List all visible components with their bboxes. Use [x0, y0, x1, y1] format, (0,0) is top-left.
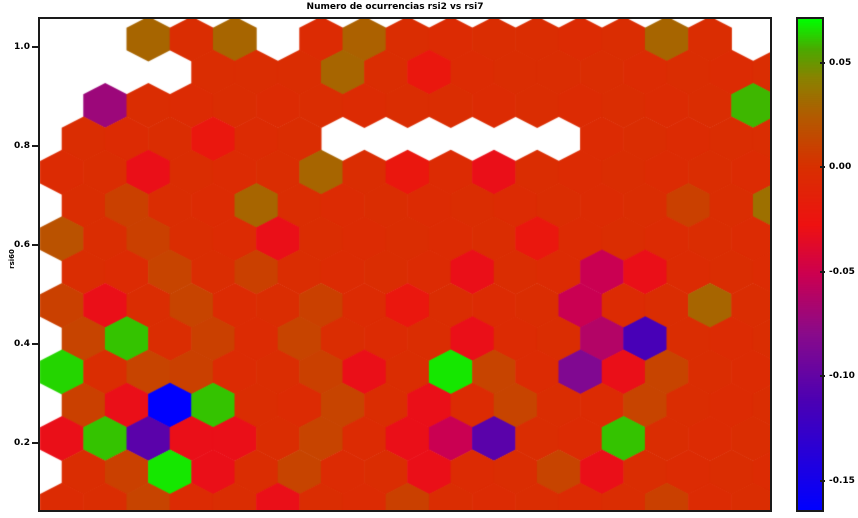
- colorbar-tick-mark: [820, 166, 825, 169]
- y-tick-mark: [32, 144, 38, 147]
- y-tick-mark: [32, 45, 38, 48]
- hexbin-plot-area[interactable]: [38, 17, 772, 512]
- chart-title: Numero de ocurrencias rsi2 vs rsi7: [306, 2, 484, 12]
- hexbin-canvas: [40, 19, 770, 510]
- y-tick-label: 1.0: [14, 41, 30, 52]
- colorbar-group: 0.05 0.00 -0.05 -0.10 -0.15: [796, 17, 858, 512]
- y-axis: rsi60 1.0 0.8 0.6 0.4 0.2: [0, 0, 38, 518]
- colorbar-tick-label: -0.15: [829, 475, 855, 486]
- y-tick-label: 0.2: [14, 437, 30, 448]
- colorbar-tick-mark: [820, 61, 825, 64]
- y-tick-mark: [32, 243, 38, 246]
- y-axis-label: rsi60: [7, 249, 16, 269]
- y-tick-label: 0.4: [14, 338, 30, 349]
- colorbar[interactable]: [796, 17, 824, 512]
- colorbar-tick-mark: [820, 375, 825, 378]
- y-tick-label: 0.6: [14, 239, 30, 250]
- colorbar-tick-label: 0.00: [829, 162, 852, 173]
- colorbar-tick-mark: [820, 270, 825, 273]
- colorbar-tick-label: 0.05: [829, 57, 852, 68]
- colorbar-tick-mark: [820, 479, 825, 482]
- colorbar-gradient: [798, 19, 822, 510]
- y-tick-mark: [32, 342, 38, 345]
- y-tick-label: 0.8: [14, 140, 30, 151]
- y-tick-mark: [32, 441, 38, 444]
- colorbar-tick-label: -0.10: [829, 371, 855, 382]
- colorbar-tick-label: -0.05: [829, 266, 855, 277]
